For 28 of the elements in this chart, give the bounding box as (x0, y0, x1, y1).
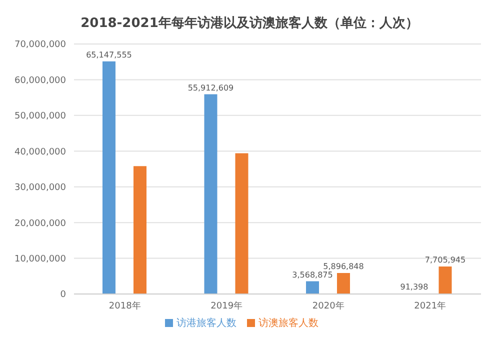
y-tick-label: 70,000,000 (14, 40, 66, 50)
x-tick-label: 2019年 (210, 300, 243, 312)
bar (102, 61, 116, 294)
data-label: 91,398 (400, 282, 428, 292)
data-label: 55,912,609 (188, 83, 234, 92)
data-label: 5,896,848 (323, 262, 364, 271)
data-label: 3,568,875 (292, 270, 333, 280)
bar (336, 272, 350, 294)
y-tick-label: 0 (60, 290, 66, 300)
y-tick-label: 10,000,000 (14, 254, 66, 264)
legend-label: 访港旅客人数 (176, 318, 236, 329)
y-tick-label: 20,000,000 (14, 218, 66, 229)
bar (235, 153, 248, 294)
bar (133, 166, 146, 294)
bar (306, 281, 319, 294)
data-label: 7,705,945 (424, 255, 466, 264)
data-label: 65,147,555 (86, 50, 132, 60)
bar (204, 94, 218, 294)
bar (438, 266, 452, 294)
y-tick-label: 50,000,000 (14, 112, 66, 122)
x-tick-label: 2018年 (108, 300, 141, 312)
x-tick-label: 2020年 (312, 300, 344, 312)
y-tick-label: 30,000,000 (14, 183, 66, 194)
x-tick-label: 2021年 (414, 300, 446, 312)
legend-label: 访澳旅客人数 (258, 318, 318, 329)
y-tick-label: 60,000,000 (14, 76, 66, 86)
y-tick-label: 40,000,000 (14, 147, 66, 158)
chart-title: 2018-2021年每年访港以及访澳旅客人数（单位：人次） (80, 14, 420, 33)
